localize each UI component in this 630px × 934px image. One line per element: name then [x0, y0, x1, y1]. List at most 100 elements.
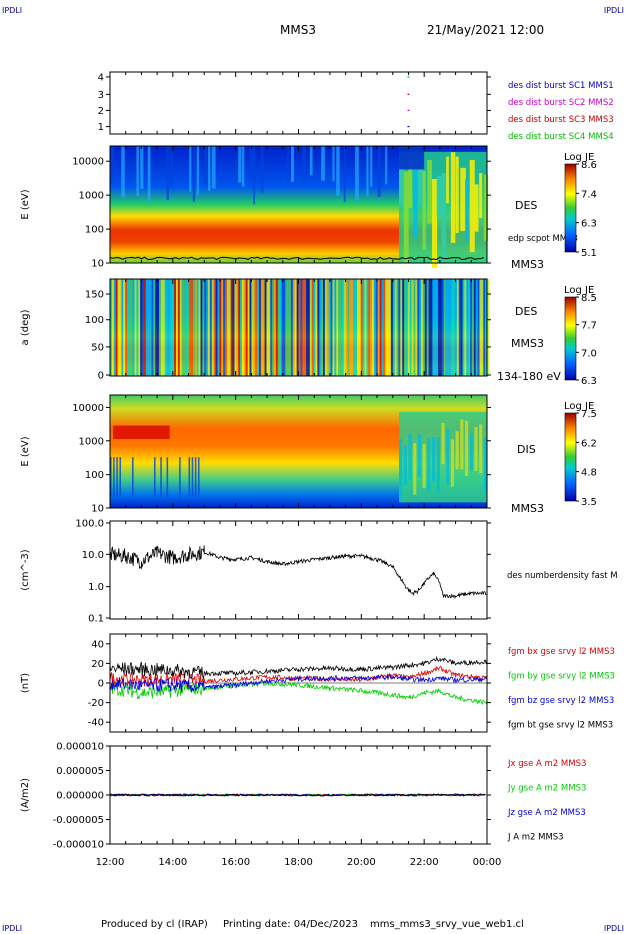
spectrogram-cell — [483, 438, 487, 492]
pitch-cell — [289, 279, 292, 376]
pitch-cell — [464, 279, 467, 376]
pitch-cell — [119, 279, 122, 376]
summary-plot: 4 3 2 1 des dist burst SC1 MMS1 des dist burs… — [20, 71, 618, 868]
pitch-cell — [364, 279, 367, 376]
scpot-line — [109, 256, 485, 261]
pitch-cell — [432, 279, 435, 376]
y-tick-label: 150 — [85, 290, 104, 301]
pitch-cell — [302, 279, 305, 376]
pitch-cell — [213, 279, 216, 376]
y-axis-label: E (eV) — [20, 436, 31, 466]
pitch-cell — [166, 279, 169, 376]
corner-label-bottom-left: IPDLI — [2, 924, 23, 933]
spectrogram-cell — [260, 146, 264, 193]
pitch-cell — [421, 279, 424, 376]
pitch-cell — [153, 279, 156, 376]
pitch-cell — [272, 279, 275, 376]
colorbar-title: Log JE — [564, 285, 594, 296]
colorbar-tick-label: 6.2 — [581, 438, 597, 449]
current-legend-entry: Jz gse A m2 MMS3 — [507, 808, 586, 818]
spectrogram-cell — [194, 457, 197, 497]
pitch-cell — [275, 279, 279, 376]
pitch-cell — [147, 279, 150, 376]
pitch-cell — [162, 279, 166, 376]
pitch-cell — [388, 279, 392, 376]
spectrogram-cell — [413, 170, 418, 238]
pitch-cell — [451, 279, 454, 376]
colorbar — [564, 412, 577, 502]
pitch-cell — [170, 279, 173, 376]
pitch-cell — [454, 279, 458, 376]
pitch-cell — [132, 279, 135, 376]
right-label: DES — [515, 199, 537, 212]
pitch-cell — [336, 279, 339, 376]
pitch-cell — [181, 279, 184, 376]
pitch-cell — [240, 279, 243, 376]
colorbar-tick-label: 7.0 — [581, 348, 597, 359]
pitch-cell — [241, 279, 245, 376]
corner-label-bottom-right: IPDLI — [603, 924, 624, 933]
y-tick-label: 0.1 — [88, 614, 104, 625]
spectrogram-cell — [474, 184, 479, 232]
pitch-cell — [409, 279, 412, 376]
right-label: DIS — [517, 443, 536, 456]
pitch-cell — [255, 279, 258, 376]
pitch-cell — [281, 279, 284, 376]
pitch-cell — [262, 279, 265, 376]
pitch-cell — [142, 279, 145, 376]
pitch-cell — [400, 279, 403, 376]
colorbar-tick-label: 4.8 — [581, 468, 597, 479]
density-series-line — [109, 545, 488, 600]
pitch-cell — [358, 279, 362, 376]
y-tick-label: 0 — [98, 371, 104, 382]
pitch-cell — [238, 279, 241, 376]
pitch-cell — [417, 279, 420, 376]
right-label: MMS3 — [511, 502, 544, 515]
pitch-cell — [324, 279, 328, 376]
footer-filename: mms_mms3_srvy_vue_web1.cl — [370, 919, 524, 930]
pitch-cell — [243, 279, 247, 376]
pitch-cell — [270, 279, 273, 376]
spectrogram-cell — [170, 146, 173, 188]
pitch-cell — [185, 279, 188, 376]
pitch-cell — [183, 279, 186, 376]
colorbar-title: Log JE — [564, 152, 594, 163]
pitch-cell — [462, 279, 465, 376]
colorbar — [564, 296, 577, 381]
spectrogram-cell — [377, 146, 381, 197]
pitch-cell — [198, 279, 201, 376]
pitch-cell — [143, 279, 147, 376]
pitch-cell — [125, 279, 128, 376]
pitch-cell — [466, 279, 469, 376]
pitch-cell — [411, 279, 414, 376]
colorbar-tick-label: 7.5 — [581, 409, 597, 420]
spectrogram-cell — [160, 457, 162, 497]
pitch-cell — [115, 279, 118, 376]
y-tick-label: 1000 — [79, 191, 104, 202]
pitch-cell — [471, 279, 475, 376]
spectrogram-cell — [321, 146, 325, 181]
spectrogram-cell — [241, 146, 245, 187]
pitch-cell — [315, 279, 318, 376]
right-label: 134-180 eV — [497, 370, 561, 383]
spectrogram-cell — [290, 146, 295, 183]
pitch-cell — [402, 279, 405, 376]
y-tick-label: 20 — [91, 659, 104, 670]
spectrogram-cell — [455, 156, 459, 234]
pitch-cell — [223, 279, 226, 376]
pitch-cell — [258, 279, 262, 376]
spectrogram-cell — [238, 146, 242, 183]
spectrogram-cell — [460, 419, 464, 470]
pitch-cell — [192, 279, 196, 376]
burst-legend-entry: des dist burst SC2 MMS2 — [508, 98, 614, 108]
pitch-cell — [481, 279, 484, 376]
pitch-cell — [211, 279, 215, 376]
pitch-cell — [349, 279, 352, 376]
pitch-cell — [234, 279, 237, 376]
pitch-cell — [290, 279, 294, 376]
pitch-cell — [266, 279, 269, 376]
pitch-cell — [230, 279, 233, 376]
y-tick-label: 0.000010 — [56, 742, 104, 753]
pitch-cell — [383, 279, 386, 376]
time-tick-label: 20:00 — [347, 857, 376, 868]
